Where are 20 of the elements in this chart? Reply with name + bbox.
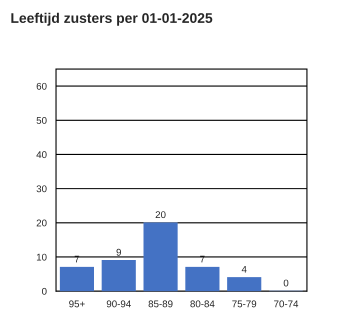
x-tick-label: 80-84 bbox=[190, 300, 215, 308]
data-label: 7 bbox=[200, 256, 205, 262]
x-tick-label: 95+ bbox=[69, 300, 85, 308]
x-tick-label: 90-94 bbox=[106, 300, 131, 308]
data-label: 9 bbox=[116, 248, 121, 256]
y-tick-label: 60 bbox=[36, 82, 47, 90]
y-tick-label: 10 bbox=[36, 254, 47, 261]
x-tick-label: 70-74 bbox=[274, 300, 298, 308]
data-label: 7 bbox=[74, 256, 80, 262]
data-label: 20 bbox=[156, 211, 166, 218]
x-tick-label: 85-89 bbox=[148, 300, 173, 308]
y-tick-label: 50 bbox=[36, 117, 47, 124]
y-tick-label: 20 bbox=[36, 220, 47, 226]
x-tick-label: 75-79 bbox=[232, 300, 256, 308]
y-tick-label: 40 bbox=[36, 151, 47, 158]
y-tick-label: 30 bbox=[36, 185, 47, 192]
data-label: 0 bbox=[284, 280, 288, 286]
y-tick-label: 0 bbox=[42, 288, 47, 295]
chart-title: Leeftijd zusters per 01-01-2025 bbox=[11, 12, 212, 26]
data-label: 4 bbox=[242, 266, 247, 273]
